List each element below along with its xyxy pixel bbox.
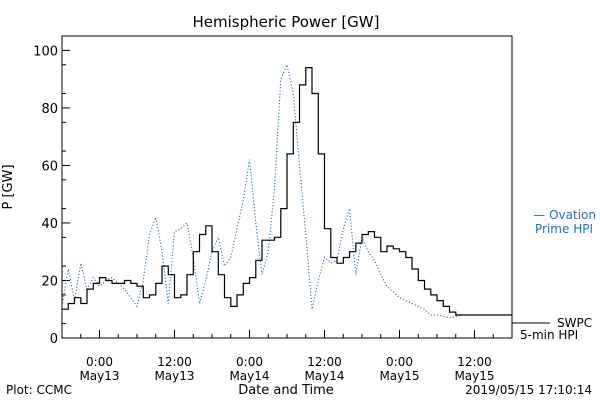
y-axis-label: P [GW] — [1, 164, 16, 209]
x-axis-label: Date and Time — [238, 383, 334, 398]
y-tick-label: 80 — [41, 102, 58, 117]
footer-plot-credit: Plot: CCMC — [6, 383, 72, 397]
legend-ovation: — Ovation Prime HPI — [533, 208, 596, 236]
y-tick-label: 60 — [41, 159, 58, 174]
chart-title: Hemispheric Power [GW] — [193, 13, 380, 31]
series-swpc-line — [62, 67, 512, 316]
legend-swpc-line2: 5-min HPI — [520, 328, 578, 342]
x-tick-date-label: May15 — [379, 369, 419, 383]
legend-ovation-line2: Prime HPI — [535, 222, 593, 236]
legend-ovation-line1: — Ovation — [533, 208, 596, 222]
legend-swpc-line1: SWPC — [557, 316, 592, 330]
x-tick-date-label: May15 — [454, 369, 494, 383]
x-axis: 0:00May1312:00May130:00May1412:00May140:… — [61, 330, 513, 383]
legend-swpc: SWPC 5-min HPI — [512, 316, 592, 342]
x-tick-time-label: 12:00 — [457, 355, 492, 369]
y-tick-label: 20 — [41, 274, 58, 289]
series-layer — [61, 63, 512, 319]
x-tick-date-label: May14 — [229, 369, 269, 383]
y-tick-label: 40 — [41, 217, 58, 232]
x-tick-time-label: 12:00 — [307, 355, 342, 369]
x-tick-time-label: 0:00 — [386, 355, 413, 369]
footer-timestamp: 2019/05/15 17:10:14 — [465, 383, 592, 397]
x-tick-date-label: May13 — [154, 369, 194, 383]
x-tick-time-label: 0:00 — [236, 355, 263, 369]
x-tick-time-label: 12:00 — [157, 355, 192, 369]
x-tick-time-label: 0:00 — [86, 355, 113, 369]
y-axis: 0 20 40 60 80 100 — [33, 44, 70, 347]
x-tick-date-label: May13 — [79, 369, 119, 383]
y-tick-label: 0 — [50, 332, 58, 347]
y-tick-label: 100 — [33, 44, 58, 59]
x-tick-date-label: May14 — [304, 369, 344, 383]
